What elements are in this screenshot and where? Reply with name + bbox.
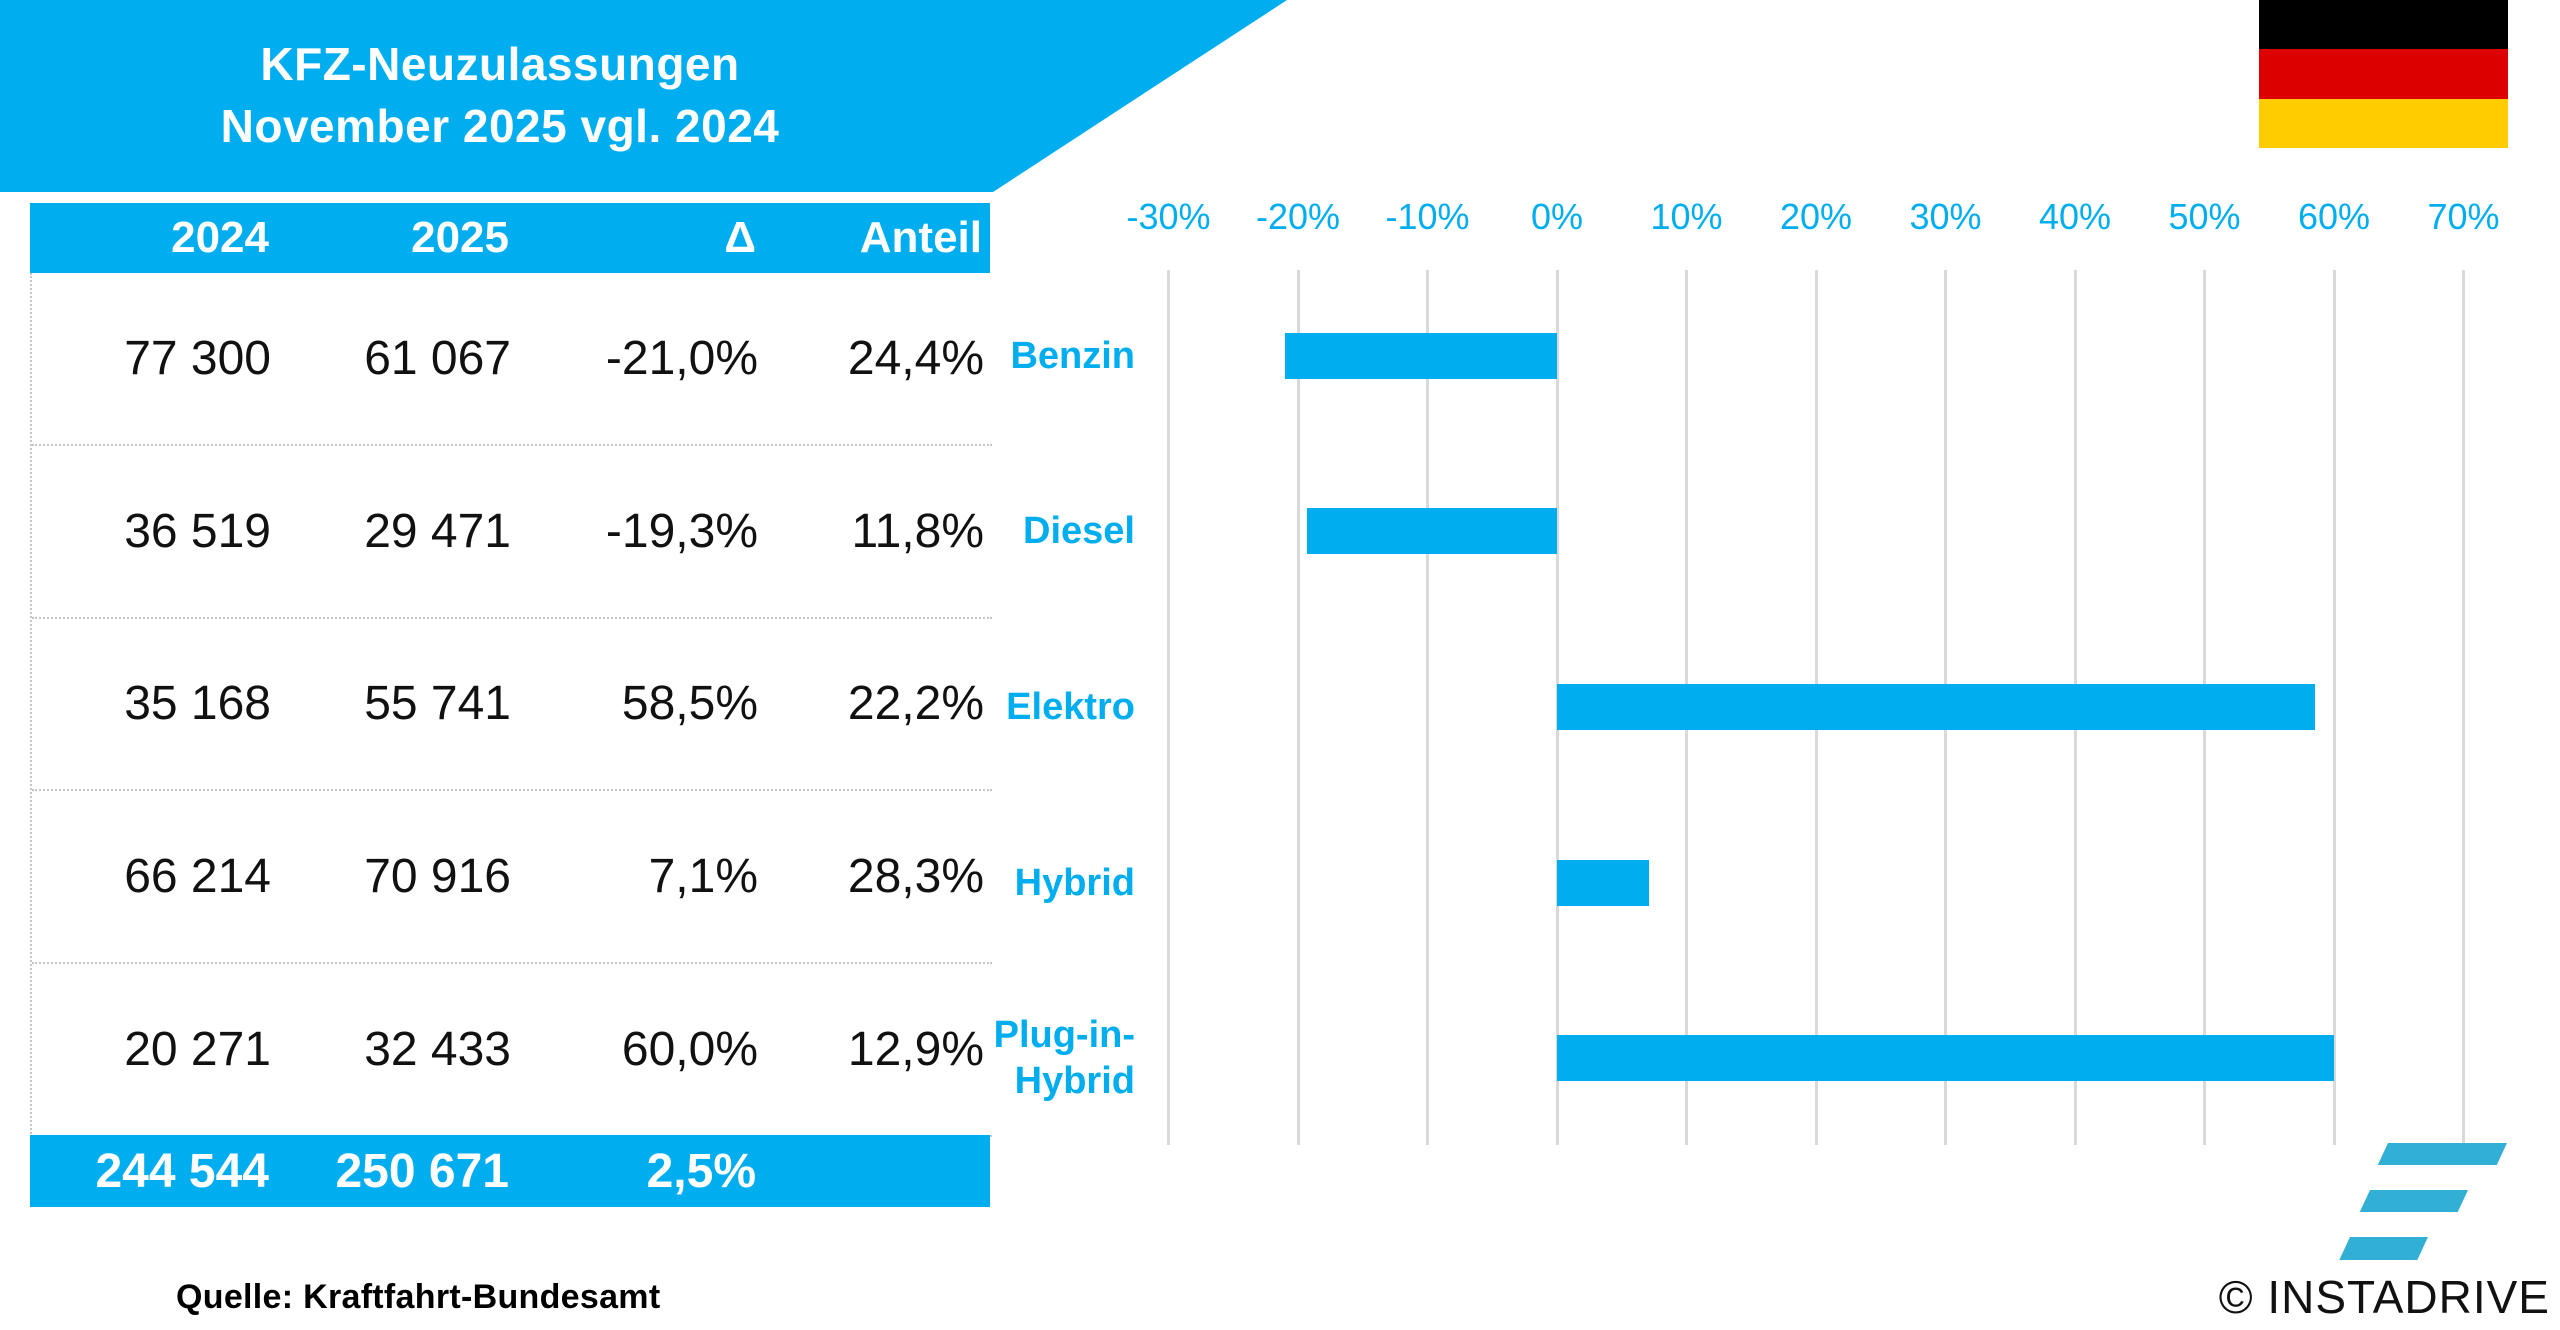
bar-benzin: [1285, 333, 1557, 379]
x-axis-tick-label: 40%: [2038, 196, 2112, 237]
value-2024: 20 271: [124, 1023, 271, 1077]
value-2025: 70 916: [364, 850, 511, 904]
category-label-line: Hybrid: [1014, 1060, 1135, 1102]
gridline-60: [2332, 270, 2336, 1145]
value-2025: 32 433: [364, 1023, 511, 1077]
value-share: 24,4%: [847, 331, 984, 385]
x-axis-tick-label: 20%: [1779, 196, 1853, 237]
total-2025: 250 671: [335, 1144, 509, 1198]
table-row-hybrid: 66 214 70 916 7,1% 28,3%: [32, 789, 992, 962]
flag-stripe-red: [2259, 49, 2508, 99]
category-label-line: Benzin: [1010, 335, 1135, 377]
value-2024: 36 519: [124, 504, 271, 558]
category-label-plug-in-hybrid: Plug-in- Hybrid: [835, 1012, 1135, 1104]
value-2024: 77 300: [124, 331, 271, 385]
category-label-line: Elektro: [1006, 686, 1135, 728]
value-delta: -19,3%: [605, 504, 758, 558]
logo-stripe-top: [2377, 1143, 2507, 1165]
value-share: 11,8%: [851, 504, 984, 558]
table-total-row: 244 544 250 671 2,5%: [30, 1135, 990, 1207]
table-header-delta: Δ: [724, 213, 756, 262]
flag-stripe-gold: [2259, 98, 2508, 148]
total-2024: 244 544: [95, 1144, 269, 1198]
value-2025: 61 067: [364, 331, 511, 385]
category-label-line: Diesel: [1023, 510, 1135, 552]
value-delta: 60,0%: [621, 1023, 758, 1077]
source-note: Quelle: Kraftfahrt-Bundesamt: [176, 1278, 661, 1316]
category-label-hybrid: Hybrid: [835, 860, 1135, 906]
x-axis-tick-label: -20%: [1255, 196, 1341, 237]
value-2025: 29 471: [364, 504, 511, 558]
page-title-line2: November 2025 vgl. 2024: [220, 99, 780, 152]
category-label-diesel: Diesel: [835, 508, 1135, 554]
table-row-diesel: 36 519 29 471 -19,3% 11,8%: [32, 443, 992, 617]
table-header-2025: 2025: [411, 213, 509, 262]
category-label-benzin: Benzin: [835, 333, 1135, 379]
value-delta: 7,1%: [648, 850, 758, 904]
value-2024: 66 214: [124, 850, 271, 904]
bar-diesel: [1307, 508, 1557, 554]
table-row-elektro: 35 168 55 741 58,5% 22,2%: [32, 616, 992, 790]
value-2024: 35 168: [124, 677, 271, 731]
logo-stripe-bottom: [2339, 1237, 2428, 1260]
x-axis-tick-label: -10%: [1385, 196, 1470, 237]
value-share: 12,9%: [847, 1023, 984, 1077]
value-share: 22,2%: [847, 677, 984, 731]
bar-hybrid: [1557, 860, 1649, 906]
flag-stripe-black: [2259, 0, 2508, 50]
x-axis-tick-label: 60%: [2297, 196, 2371, 237]
x-axis-tick-label: -30%: [1126, 196, 1211, 237]
category-label-elektro: Elektro: [835, 684, 1135, 730]
value-share: 28,3%: [847, 850, 984, 904]
x-axis-tick-label: 50%: [2168, 196, 2241, 237]
german-flag-icon: [2259, 0, 2508, 148]
x-axis-tick-label: 70%: [2427, 196, 2500, 237]
page-title-line1: KFZ-Neuzulassungen: [260, 38, 740, 90]
table-header-2024: 2024: [171, 213, 269, 262]
gridline-70: [2462, 270, 2465, 1145]
table-row-plug-in-hybrid: 20 271 32 433 60,0% 12,9%: [32, 962, 992, 1135]
copyright-credit: © INSTADRIVE: [2218, 1271, 2550, 1323]
value-delta: -21,0%: [605, 331, 758, 385]
x-axis-tick-label: 30%: [1909, 196, 1982, 237]
bar-elektro: [1557, 684, 2315, 730]
value-delta: 58,5%: [621, 677, 758, 731]
category-label-line: Plug-in-: [993, 1014, 1135, 1056]
category-label-line: Hybrid: [1014, 862, 1135, 904]
gridline--10: [1426, 270, 1429, 1145]
page-title: KFZ-Neuzulassungen November 2025 vgl. 20…: [110, 34, 890, 157]
table-header: 2024 2025 Δ Anteil: [30, 203, 990, 273]
value-2025: 55 741: [364, 677, 511, 731]
bar-plug-in-hybrid: [1557, 1035, 2334, 1081]
total-delta: 2,5%: [646, 1144, 756, 1198]
table-body: 77 300 61 067 -21,0% 24,4% 36 519 29 471…: [30, 273, 992, 1137]
gridline--30: [1167, 270, 1170, 1145]
table-header-anteil: Anteil: [859, 213, 982, 262]
table-row-benzin: 77 300 61 067 -21,0% 24,4%: [32, 273, 992, 444]
logo-stripe-middle: [2359, 1190, 2468, 1212]
x-axis-tick-label: 10%: [1650, 196, 1723, 237]
gridline--20: [1296, 270, 1300, 1145]
x-axis-tick-label: 0%: [1530, 196, 1584, 237]
